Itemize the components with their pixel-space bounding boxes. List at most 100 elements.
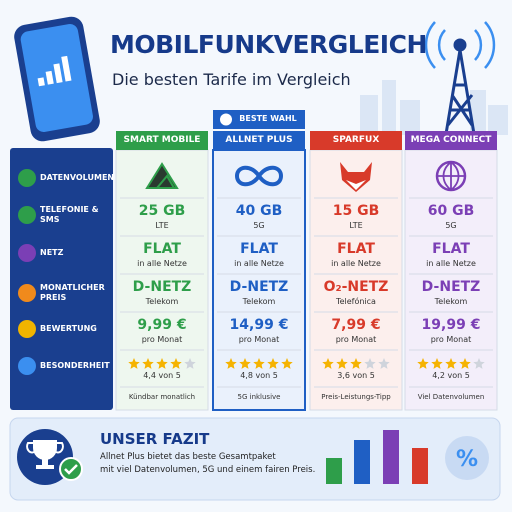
svg-text:%: % (456, 447, 478, 472)
star (156, 358, 168, 369)
star (445, 358, 457, 369)
row-label: TELEFONIE & SMS (40, 205, 99, 224)
summary-box (9, 417, 501, 501)
star (267, 358, 279, 369)
star (184, 358, 196, 369)
column-header (310, 131, 402, 150)
note: Kündbar monatlich (128, 393, 196, 401)
phone-icon (14, 16, 100, 142)
cell-sub: pro Monat (430, 335, 472, 344)
cell-value: 60 GB (427, 203, 475, 219)
cell-value: 9,99 € (137, 317, 187, 333)
star (417, 358, 429, 369)
row-label: MONATLICHER PREIS (40, 283, 105, 302)
logo (437, 161, 465, 191)
star (170, 358, 182, 369)
star (378, 358, 390, 369)
badge-icon (220, 113, 232, 126)
star (336, 358, 348, 369)
tower-icon (424, 21, 496, 141)
row-icon (18, 320, 36, 338)
cell-sub: in alle Netze (426, 259, 476, 268)
row-icon (18, 169, 36, 187)
cell-sub: in alle Netze (234, 259, 284, 268)
rating: 3,6 von 5 (337, 371, 375, 380)
cell-value: FLAT (143, 241, 181, 257)
column-name: SMART MOBILE (123, 135, 201, 145)
subtitle: Die besten Tarife im Vergleich (112, 70, 351, 89)
column-header (116, 131, 208, 150)
cell-sub: 5G (253, 221, 265, 230)
star (128, 358, 140, 369)
row-label: BESONDERHEIT (40, 361, 110, 370)
row-label: DATENVOLUMEN (40, 173, 115, 182)
rating: 4,8 von 5 (240, 371, 278, 380)
star (473, 358, 485, 369)
star (239, 358, 251, 369)
note: 5G inklusive (237, 393, 281, 401)
column-header (213, 131, 305, 150)
row-label: BEWERTUNG (40, 324, 97, 333)
cell-sub: LTE (349, 221, 363, 230)
note: Viel Datenvolumen (417, 393, 485, 401)
logo (346, 180, 366, 190)
summary-line: mit viel Datenvolumen, 5G und einem fair… (100, 465, 316, 475)
decor-bars: % (326, 430, 489, 484)
title: MOBILFUNKVERGLEICH (110, 30, 427, 59)
cell-value: D-NETZ (421, 279, 481, 295)
star (225, 358, 237, 369)
column-header (405, 131, 497, 150)
cell-sub: Telekom (434, 297, 468, 306)
cell-sub: LTE (155, 221, 169, 230)
rating: 4,2 von 5 (432, 371, 470, 380)
cell-sub: Telekom (145, 297, 179, 306)
row-icon (18, 284, 36, 302)
cell-sub: pro Monat (238, 335, 280, 344)
row-icon (18, 357, 36, 375)
column-name: ALLNET PLUS (225, 135, 293, 145)
logo (340, 162, 372, 192)
cell-value: D-NETZ (229, 279, 289, 295)
cell-value: 15 GB (332, 203, 380, 219)
logo (145, 162, 179, 189)
star (431, 358, 443, 369)
cell-sub: Telefónica (336, 297, 376, 306)
cell-value: 14,99 € (229, 317, 289, 333)
star (281, 358, 293, 369)
cell-sub: 5G (445, 221, 457, 230)
cell-sub: pro Monat (141, 335, 183, 344)
cell-sub: pro Monat (335, 335, 377, 344)
cell-value: 7,99 € (331, 317, 381, 333)
cell-sub: Telekom (242, 297, 276, 306)
column-name: SPARFUX (332, 135, 380, 145)
summary-line: Allnet Plus bietet das beste Gesamtpaket (100, 452, 276, 462)
cell-value: 19,99 € (421, 317, 481, 333)
cell-value: 40 GB (235, 203, 283, 219)
badge-text: BESTE WAHL (239, 114, 297, 123)
cell-value: FLAT (240, 241, 278, 257)
star (350, 358, 362, 369)
cell-value: O₂-NETZ (323, 279, 389, 295)
badge (213, 110, 305, 129)
row-label: NETZ (40, 248, 64, 257)
column-name: MEGA CONNECT (410, 135, 492, 145)
summary-title: UNSER FAZIT (100, 430, 210, 448)
star (253, 358, 265, 369)
cell-value: FLAT (432, 241, 470, 257)
cell-value: 25 GB (138, 203, 186, 219)
skyline (360, 80, 508, 135)
rating: 4,4 von 5 (143, 371, 181, 380)
star (322, 358, 334, 369)
logo (234, 165, 284, 187)
star (142, 358, 154, 369)
row-icon (18, 206, 36, 224)
cell-sub: in alle Netze (331, 259, 381, 268)
row-icon (18, 244, 36, 262)
star (364, 358, 376, 369)
cell-sub: in alle Netze (137, 259, 187, 268)
star (459, 358, 471, 369)
cell-value: FLAT (337, 241, 375, 257)
trophy-icon (17, 429, 83, 485)
